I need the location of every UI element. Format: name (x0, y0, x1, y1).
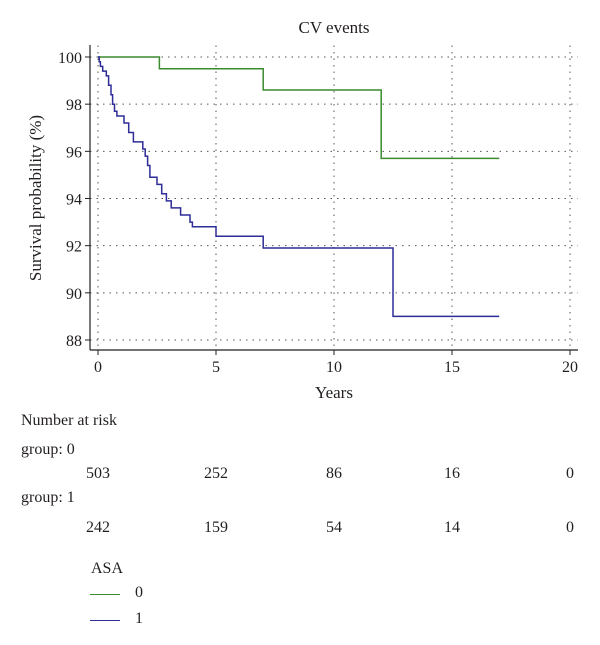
risk-count-group-0-2: 86 (326, 465, 342, 482)
risk-count-group-0-3: 16 (444, 465, 460, 482)
series-line-0 (98, 56, 500, 160)
x-tick-label-0: 0 (94, 359, 102, 376)
legend-label-1: 1 (135, 610, 143, 627)
risk-count-group-1-4: 0 (566, 519, 574, 536)
survival-chart: CV events 0 5 10 15 20 88 90 92 94 96 98 100 Years… (26, 18, 578, 402)
y-tick-label-2: 92 (66, 239, 82, 256)
y-tick-label-1: 90 (66, 286, 82, 303)
grid-lines (90, 45, 578, 346)
risk-count-group-1-2: 54 (326, 519, 342, 536)
series-line-1 (98, 56, 500, 318)
y-axis-label: Survival probability (%) (26, 115, 45, 281)
series-lines (98, 56, 500, 318)
risk-count-group-0-4: 0 (566, 465, 574, 482)
risk-group-0-label: group: 0 (21, 441, 75, 458)
risk-count-group-1-1: 159 (204, 519, 228, 536)
risk-count-group-1-0: 242 (86, 519, 110, 536)
x-axis-label: Years (315, 383, 353, 402)
x-tick-label-4: 20 (562, 359, 578, 376)
chart-title: CV events (299, 18, 370, 37)
y-tick-label-6: 100 (58, 50, 82, 67)
y-ticks: 88 90 92 94 96 98 100 (58, 50, 90, 350)
risk-table-title: Number at risk (21, 412, 117, 429)
risk-count-group-1-3: 14 (444, 519, 460, 536)
y-tick-label-3: 94 (66, 192, 82, 209)
legend-title: ASA (91, 560, 124, 577)
risk-count-group-0-1: 252 (204, 465, 228, 482)
x-ticks: 0 5 10 15 20 (94, 350, 578, 376)
y-tick-label-0: 88 (66, 333, 82, 350)
y-tick-label-4: 96 (66, 144, 82, 161)
x-tick-label-3: 15 (444, 359, 460, 376)
legend-line-1 (90, 620, 120, 621)
legend-line-0 (90, 594, 120, 595)
risk-count-group-0-0: 503 (86, 465, 110, 482)
y-tick-label-5: 98 (66, 97, 82, 114)
legend-label-0: 0 (135, 584, 143, 601)
risk-group-1-label: group: 1 (21, 489, 75, 506)
x-tick-label-2: 10 (326, 359, 342, 376)
x-tick-label-1: 5 (212, 359, 220, 376)
